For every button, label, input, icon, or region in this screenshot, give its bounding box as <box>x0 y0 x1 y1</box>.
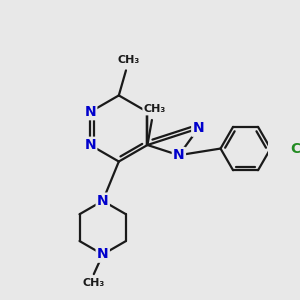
Text: N: N <box>97 248 109 261</box>
Text: N: N <box>84 138 96 152</box>
Text: N: N <box>84 105 96 119</box>
Text: N: N <box>193 122 204 136</box>
Text: CH₃: CH₃ <box>143 104 166 114</box>
Text: N: N <box>97 194 109 208</box>
Text: Cl: Cl <box>290 142 300 156</box>
Text: CH₃: CH₃ <box>83 278 105 288</box>
Text: N: N <box>173 148 185 162</box>
Text: CH₃: CH₃ <box>118 55 140 65</box>
